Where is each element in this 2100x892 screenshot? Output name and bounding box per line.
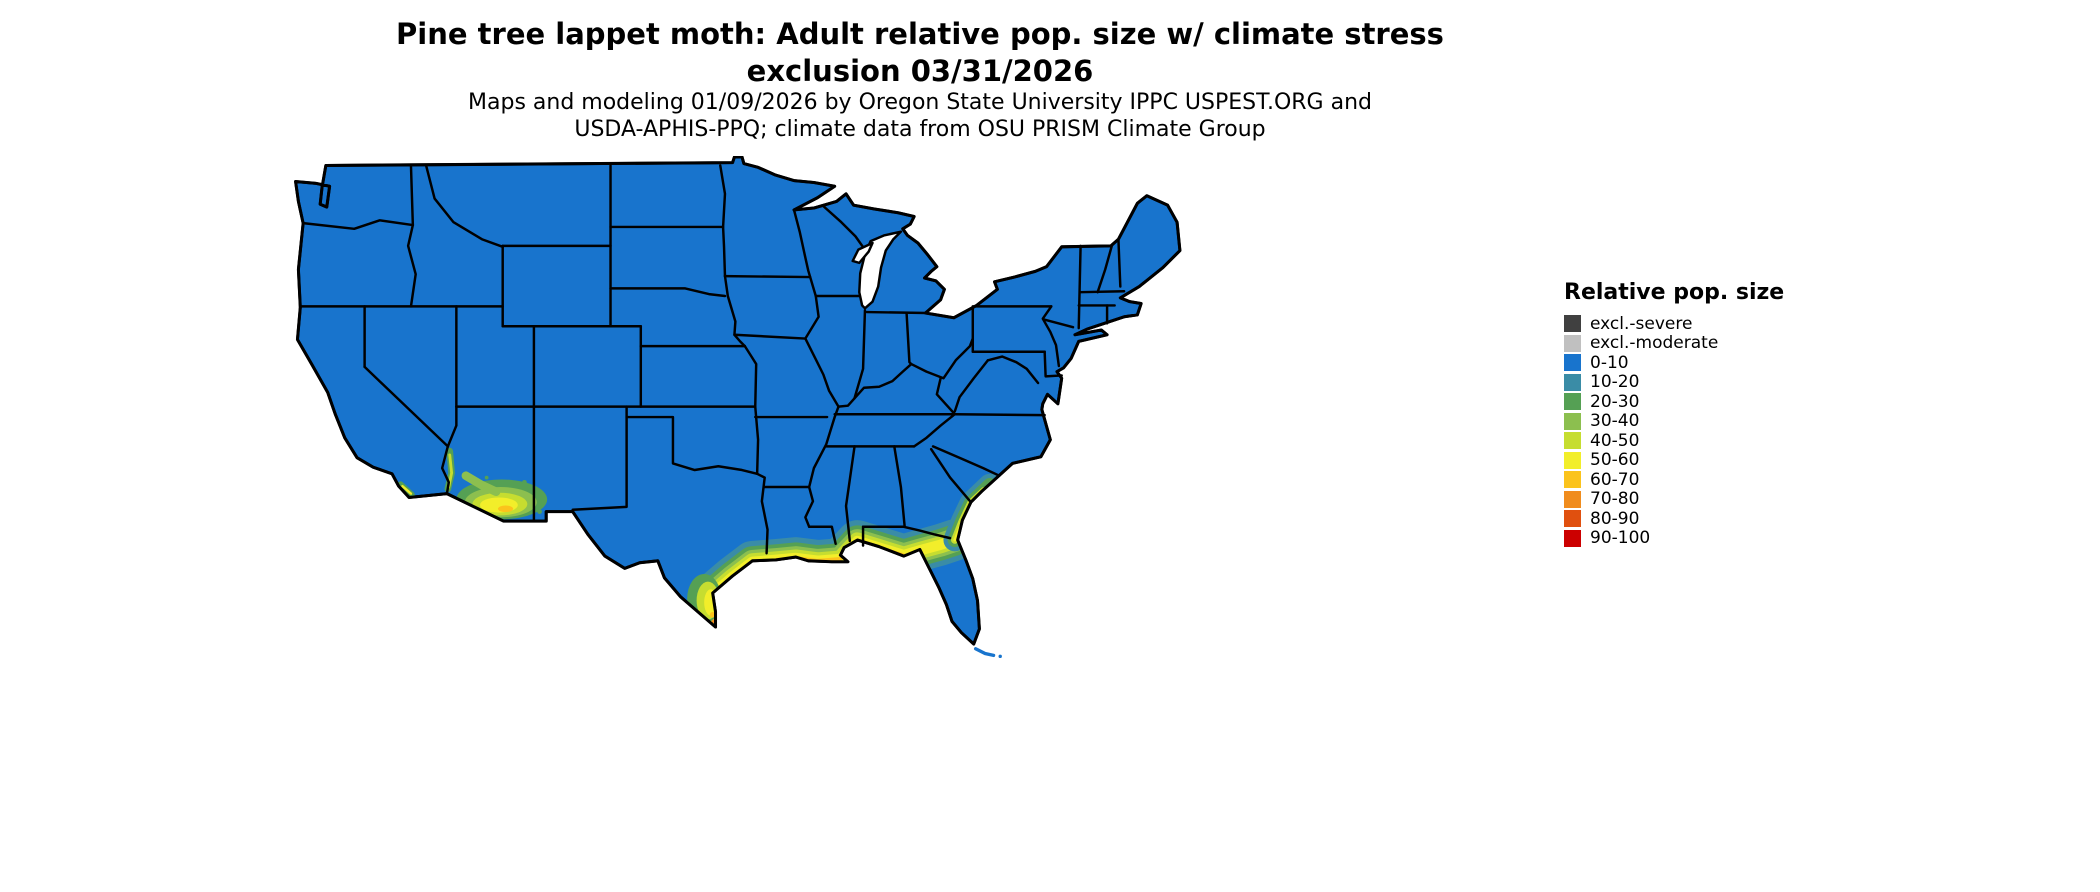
green-bay [851,241,874,265]
legend-row-label: 10-20 [1590,372,1640,393]
legend-swatch [1564,432,1581,450]
legend-row-label: 60-70 [1590,469,1640,490]
legend-row-label: 90-100 [1590,528,1651,549]
legend-row: 90-100 [1564,528,1784,549]
legend-title: Relative pop. size [1564,280,1785,305]
legend-swatch [1564,354,1581,372]
legend-swatch [1564,510,1581,528]
map-subtitle-line1: Maps and modeling 01/09/2026 by Oregon S… [468,90,1372,115]
legend-row: 40-50 [1564,431,1784,451]
legend-swatch [1564,393,1581,411]
legend-row: 30-40 [1564,411,1784,432]
phoenix-arc [461,471,501,497]
state-borders [299,164,1126,555]
legend-swatch [1564,451,1581,469]
legend-row-label: 80-90 [1590,508,1640,529]
us-land-outline [294,156,1182,646]
legend-row: 20-30 [1564,392,1784,412]
legend-row-label: 40-50 [1590,430,1640,451]
us-map-svg [294,156,1182,659]
legend-swatch [1564,471,1581,489]
legend-row-label: 30-40 [1590,411,1640,432]
map-title: Pine tree lappet moth: Adult relative po… [130,16,1710,90]
us-map [288,156,1196,667]
legend-row-label: 0-10 [1590,352,1629,373]
map-subtitle: Maps and modeling 01/09/2026 by Oregon S… [130,90,1710,144]
legend-row-label: 70-80 [1590,489,1640,510]
map-title-line1: Pine tree lappet moth: Adult relative po… [396,17,1444,51]
legend-row-label: 20-30 [1590,391,1640,412]
great-lakes [851,230,903,310]
legend-row: excl.-moderate [1564,333,1784,354]
legend-row-label: excl.-severe [1590,313,1693,334]
legend-swatch [1564,490,1581,508]
legend-swatch [1564,412,1581,430]
legend-row: 0-10 [1564,353,1784,373]
legend: Relative pop. size excl.-severe excl.-mo… [1564,280,1784,548]
legend-swatch [1564,529,1581,547]
legend-entries: excl.-severe excl.-moderate 0-10 10-20 2… [1564,314,1784,548]
legend-swatch [1564,334,1581,352]
legend-row: 10-20 [1564,372,1784,393]
florida-keys [973,647,1002,659]
legend-row: 60-70 [1564,470,1784,490]
map-subtitle-line2: USDA-APHIS-PPQ; climate data from OSU PR… [574,116,1266,142]
legend-swatch [1564,315,1581,333]
legend-row: 70-80 [1564,489,1784,510]
legend-row-label: 50-60 [1590,450,1640,471]
legend-row: 80-90 [1564,509,1784,529]
legend-row: 50-60 [1564,450,1784,471]
map-title-line2: exclusion 03/31/2026 [746,54,1094,89]
legend-row-label: excl.-moderate [1590,333,1719,354]
legend-row: excl.-severe [1564,314,1784,334]
legend-swatch [1564,373,1581,391]
